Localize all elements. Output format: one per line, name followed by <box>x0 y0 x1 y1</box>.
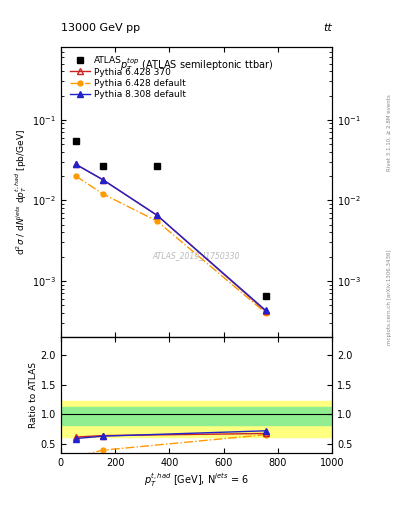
X-axis label: $p_T^{t,had}$ [GeV], N$^{jets}$ = 6: $p_T^{t,had}$ [GeV], N$^{jets}$ = 6 <box>144 472 249 489</box>
Text: 13000 GeV pp: 13000 GeV pp <box>61 23 140 33</box>
Pythia 6.428 370 <box>155 212 160 219</box>
Pythia 6.428 default <box>73 173 78 179</box>
Text: $p_T^{top}$ (ATLAS semileptonic ttbar): $p_T^{top}$ (ATLAS semileptonic ttbar) <box>120 56 273 74</box>
Line: Pythia 8.308 default: Pythia 8.308 default <box>73 161 269 313</box>
ATLAS <box>263 293 268 299</box>
Bar <box>61 401 332 437</box>
Bar <box>61 408 332 425</box>
Text: Rivet 3.1.10, ≥ 2.8M events: Rivet 3.1.10, ≥ 2.8M events <box>387 95 392 172</box>
Pythia 6.428 default <box>263 310 268 316</box>
Line: ATLAS: ATLAS <box>73 138 269 299</box>
Text: tt: tt <box>323 23 332 33</box>
Text: mcplots.cern.ch [arXiv:1306.3436]: mcplots.cern.ch [arXiv:1306.3436] <box>387 249 392 345</box>
Pythia 6.428 default <box>155 218 160 224</box>
Pythia 6.428 370 <box>101 177 105 183</box>
Legend: ATLAS, Pythia 6.428 370, Pythia 6.428 default, Pythia 8.308 default: ATLAS, Pythia 6.428 370, Pythia 6.428 de… <box>68 54 188 101</box>
Line: Pythia 6.428 default: Pythia 6.428 default <box>73 174 268 315</box>
Y-axis label: Ratio to ATLAS: Ratio to ATLAS <box>29 362 38 428</box>
Pythia 8.308 default <box>263 307 268 313</box>
ATLAS <box>155 162 160 168</box>
ATLAS <box>101 162 105 168</box>
Y-axis label: d$^2\sigma$ / d$N^{jets}$ d$p_T^{t,had}$ [pb/GeV]: d$^2\sigma$ / d$N^{jets}$ d$p_T^{t,had}$… <box>14 129 29 255</box>
Pythia 8.308 default <box>73 161 78 167</box>
Pythia 6.428 370 <box>73 161 78 167</box>
Text: ATLAS_2019_I1750330: ATLAS_2019_I1750330 <box>153 251 240 261</box>
Line: Pythia 6.428 370: Pythia 6.428 370 <box>73 161 269 314</box>
Pythia 8.308 default <box>155 212 160 219</box>
Pythia 8.308 default <box>101 177 105 183</box>
Pythia 6.428 default <box>101 191 105 197</box>
Pythia 6.428 370 <box>263 308 268 314</box>
ATLAS <box>73 138 78 144</box>
